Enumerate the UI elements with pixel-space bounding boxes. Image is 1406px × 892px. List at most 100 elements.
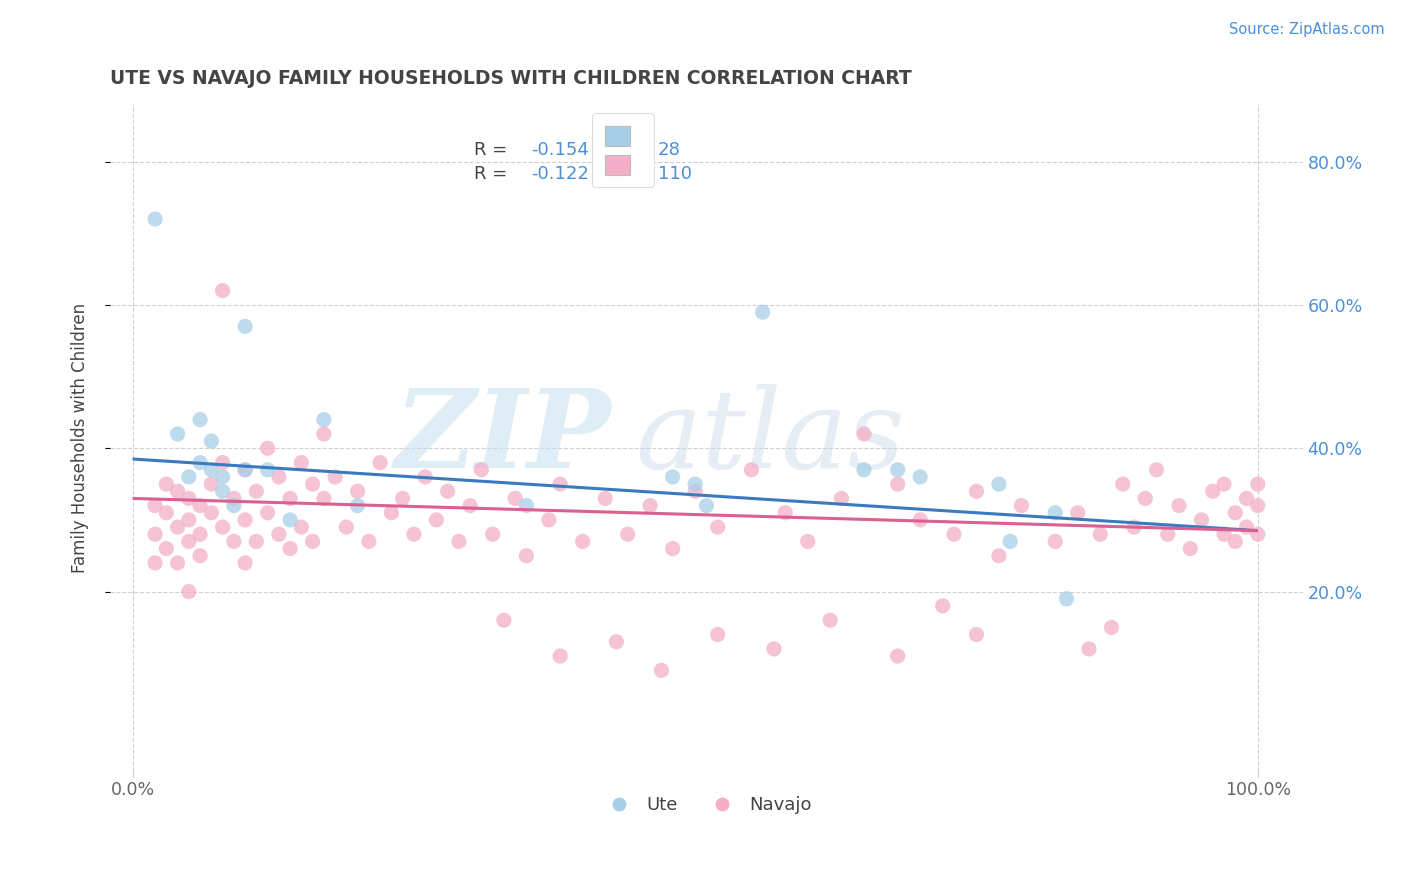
Text: atlas: atlas xyxy=(636,384,904,491)
Point xyxy=(278,541,301,556)
Text: ZIP: ZIP xyxy=(394,384,612,491)
Point xyxy=(166,556,188,570)
Point xyxy=(177,513,200,527)
Point xyxy=(1011,499,1033,513)
Text: UTE VS NAVAJO FAMILY HOUSEHOLDS WITH CHILDREN CORRELATION CHART: UTE VS NAVAJO FAMILY HOUSEHOLDS WITH CHI… xyxy=(110,69,912,87)
Point xyxy=(706,520,728,534)
Text: N =: N = xyxy=(617,141,657,159)
Point xyxy=(908,513,931,527)
Point xyxy=(1236,520,1258,534)
Point xyxy=(1112,477,1135,491)
Point xyxy=(1247,477,1270,491)
Point xyxy=(1191,513,1213,527)
Point xyxy=(661,541,683,556)
Point xyxy=(200,434,222,449)
Point xyxy=(447,534,470,549)
Point xyxy=(222,534,245,549)
Point xyxy=(830,491,852,506)
Point xyxy=(211,470,233,484)
Point xyxy=(233,463,256,477)
Point xyxy=(200,463,222,477)
Point xyxy=(503,491,526,506)
Point xyxy=(290,456,312,470)
Point xyxy=(256,506,278,520)
Point xyxy=(278,513,301,527)
Point xyxy=(571,534,593,549)
Point xyxy=(188,412,211,426)
Point xyxy=(1225,506,1247,520)
Text: Source: ZipAtlas.com: Source: ZipAtlas.com xyxy=(1229,22,1385,37)
Legend: Ute, Navajo: Ute, Navajo xyxy=(593,789,820,822)
Point xyxy=(661,470,683,484)
Point xyxy=(245,534,267,549)
Point xyxy=(706,627,728,641)
Point xyxy=(402,527,425,541)
Point xyxy=(886,477,908,491)
Point xyxy=(1146,463,1168,477)
Text: -0.122: -0.122 xyxy=(531,165,589,183)
Point xyxy=(537,513,560,527)
Point xyxy=(886,648,908,663)
Point xyxy=(762,641,785,656)
Point xyxy=(1247,527,1270,541)
Point xyxy=(965,627,987,641)
Point xyxy=(852,463,875,477)
Point xyxy=(886,463,908,477)
Point xyxy=(470,463,492,477)
Point xyxy=(380,506,402,520)
Point xyxy=(346,499,368,513)
Point xyxy=(1236,491,1258,506)
Point xyxy=(1123,520,1146,534)
Text: R =: R = xyxy=(474,141,513,159)
Point xyxy=(346,484,368,499)
Point xyxy=(740,463,762,477)
Point xyxy=(222,491,245,506)
Point xyxy=(301,477,323,491)
Point xyxy=(458,499,481,513)
Point xyxy=(188,499,211,513)
Point xyxy=(357,534,380,549)
Point xyxy=(211,484,233,499)
Point xyxy=(1056,591,1078,606)
Point xyxy=(233,513,256,527)
Point xyxy=(965,484,987,499)
Point xyxy=(233,556,256,570)
Point xyxy=(166,520,188,534)
Point xyxy=(177,534,200,549)
Point xyxy=(245,484,267,499)
Point xyxy=(155,541,177,556)
Point xyxy=(301,534,323,549)
Point xyxy=(233,463,256,477)
Point xyxy=(177,491,200,506)
Point xyxy=(200,477,222,491)
Point xyxy=(1135,491,1157,506)
Point xyxy=(988,477,1011,491)
Point xyxy=(1045,534,1067,549)
Point xyxy=(222,499,245,513)
Point xyxy=(323,470,346,484)
Point xyxy=(1213,477,1236,491)
Point xyxy=(267,470,290,484)
Text: 110: 110 xyxy=(658,165,692,183)
Point xyxy=(143,499,166,513)
Point xyxy=(1168,499,1191,513)
Point xyxy=(931,599,953,613)
Point xyxy=(942,527,965,541)
Text: -0.154: -0.154 xyxy=(531,141,589,159)
Point xyxy=(211,520,233,534)
Text: 28: 28 xyxy=(658,141,681,159)
Text: R =: R = xyxy=(474,165,513,183)
Point xyxy=(1090,527,1112,541)
Point xyxy=(1180,541,1202,556)
Point xyxy=(312,426,335,441)
Point xyxy=(650,664,672,678)
Point xyxy=(908,470,931,484)
Point xyxy=(166,426,188,441)
Point xyxy=(796,534,818,549)
Point xyxy=(1213,527,1236,541)
Point xyxy=(177,584,200,599)
Point xyxy=(1000,534,1022,549)
Point xyxy=(155,477,177,491)
Point xyxy=(616,527,638,541)
Point xyxy=(593,491,616,506)
